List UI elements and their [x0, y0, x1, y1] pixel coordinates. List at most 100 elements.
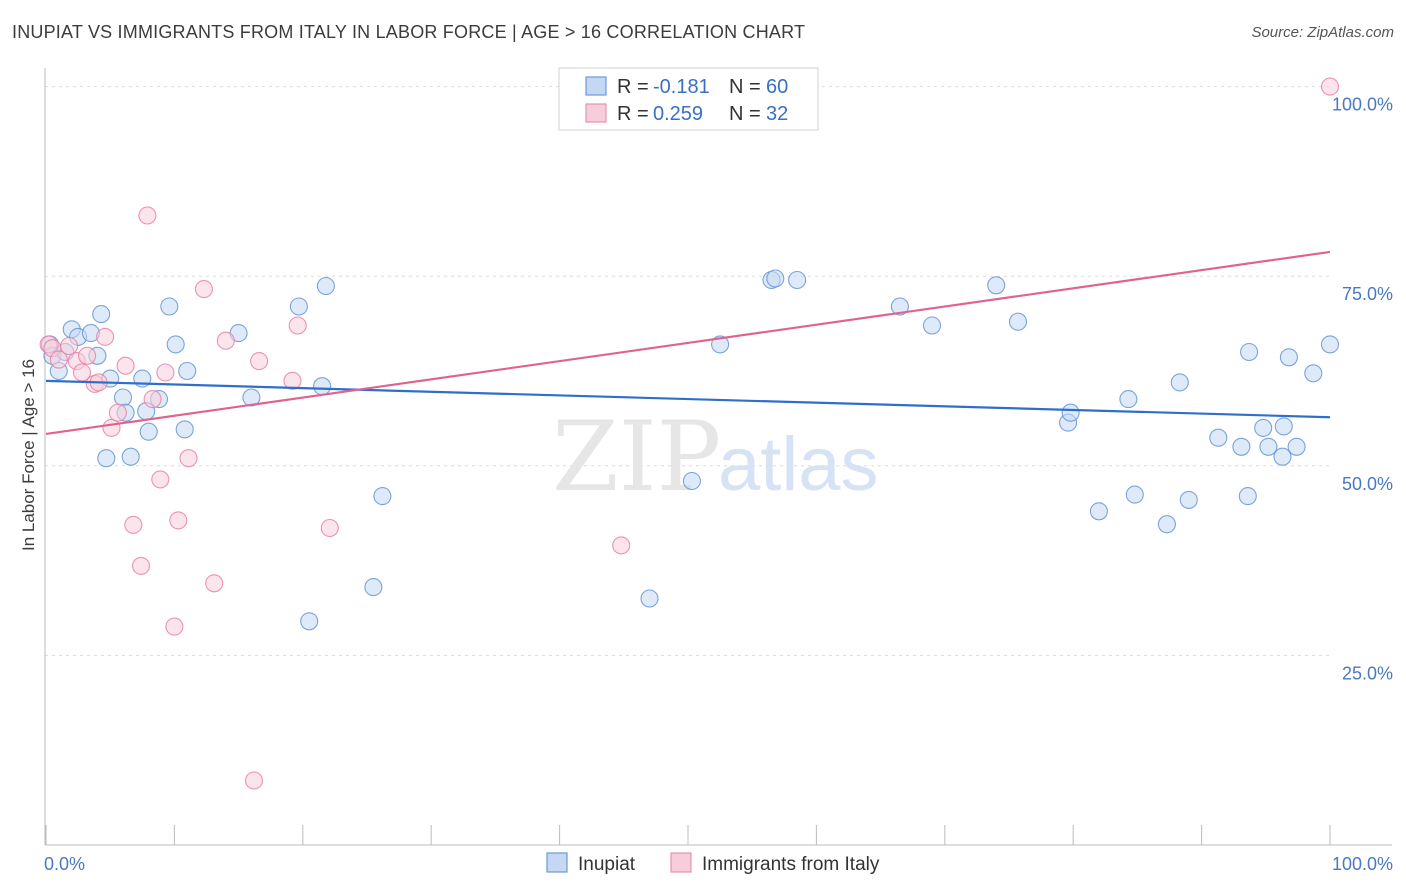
point-italy-12	[116, 356, 135, 375]
point-inupiat-18	[160, 297, 179, 316]
bottom-legend-swatch-italy	[670, 852, 692, 873]
point-inupiat-25	[300, 612, 319, 631]
point-inupiat-27	[316, 276, 335, 296]
point-inupiat-39	[1008, 312, 1028, 331]
point-inupiat-31	[682, 471, 701, 491]
point-inupiat-58	[1304, 364, 1323, 383]
point-inupiat-9	[97, 449, 116, 468]
point-inupiat-55	[1274, 417, 1293, 436]
point-inupiat-19	[166, 335, 185, 354]
legend-swatch-italy	[585, 103, 607, 123]
point-inupiat-51	[1240, 342, 1259, 362]
legend-r-value-italy: 0.259	[653, 103, 703, 125]
legend-swatch-inupiat	[585, 76, 607, 96]
point-italy-30	[612, 536, 631, 555]
trend-lines	[45, 250, 1331, 436]
point-italy-18	[156, 363, 175, 382]
point-inupiat-35	[788, 270, 807, 290]
bottom-legend-swatch-inupiat	[546, 852, 568, 873]
point-italy-31	[1320, 77, 1340, 96]
axes	[44, 68, 1392, 846]
point-italy-23	[205, 574, 224, 593]
watermark: ZIP atlas	[552, 401, 879, 513]
point-inupiat-36	[890, 297, 909, 316]
point-inupiat-47	[1179, 490, 1198, 509]
point-inupiat-41	[1061, 403, 1080, 422]
point-italy-6	[78, 346, 97, 365]
point-italy-25	[244, 771, 264, 790]
y-tick-label-3: 100.0%	[1332, 95, 1393, 115]
legend-r-value-inupiat: -0.181	[653, 76, 710, 98]
gridlines	[45, 86, 1330, 656]
watermark-atlas: atlas	[718, 422, 879, 507]
bottom-legend-label-inupiat: Inupiat	[578, 854, 636, 875]
point-inupiat-46	[1170, 373, 1189, 392]
point-inupiat-50	[1238, 487, 1257, 506]
point-italy-2	[49, 350, 68, 369]
point-inupiat-20	[175, 420, 194, 439]
y-tick-label-1: 50.0%	[1342, 474, 1393, 494]
point-inupiat-59	[1320, 335, 1340, 354]
legend-n-label-inupiat: N =	[729, 76, 761, 98]
point-italy-28	[288, 316, 307, 335]
point-italy-17	[151, 470, 170, 489]
point-italy-16	[143, 390, 162, 409]
point-inupiat-16	[139, 422, 158, 441]
point-italy-11	[108, 403, 127, 422]
point-inupiat-57	[1287, 437, 1306, 456]
point-inupiat-49	[1232, 437, 1251, 456]
point-italy-20	[169, 511, 188, 530]
point-inupiat-56	[1279, 348, 1298, 367]
point-italy-24	[216, 331, 235, 350]
point-inupiat-43	[1119, 390, 1138, 409]
point-inupiat-38	[987, 276, 1006, 295]
point-inupiat-30	[640, 589, 659, 608]
point-italy-15	[138, 206, 157, 225]
trend-line-italy	[45, 250, 1331, 436]
series-legend: Inupiat Immigrants from Italy	[546, 852, 880, 875]
point-inupiat-44	[1125, 485, 1144, 504]
point-inupiat-37	[922, 316, 942, 335]
point-italy-10	[102, 418, 121, 437]
legend-n-label-italy: N =	[729, 103, 761, 125]
point-italy-3	[60, 336, 79, 356]
watermark-zip: ZIP	[552, 401, 721, 513]
point-italy-29	[320, 518, 339, 538]
bottom-legend-label-italy: Immigrants from Italy	[702, 854, 880, 875]
point-italy-27	[283, 371, 302, 390]
y-tick-labels: 25.0% 50.0% 75.0% 100.0%	[1332, 95, 1393, 684]
point-inupiat-54	[1273, 447, 1292, 466]
y-axis-label: In Labor Force | Age > 16	[19, 359, 38, 551]
point-inupiat-29	[373, 487, 392, 506]
point-italy-13	[124, 515, 143, 534]
point-inupiat-52	[1254, 418, 1273, 437]
stats-legend: R = -0.181 N = 60 R = 0.259 N = 32	[558, 67, 819, 131]
point-italy-19	[165, 617, 184, 636]
y-tick-label-0: 25.0%	[1342, 663, 1393, 683]
point-inupiat-32	[711, 335, 730, 354]
point-italy-21	[179, 449, 198, 468]
legend-n-value-italy: 32	[766, 103, 788, 125]
point-inupiat-11	[113, 388, 133, 407]
point-inupiat-13	[121, 447, 140, 466]
point-inupiat-21	[178, 361, 197, 381]
legend-r-label-inupiat: R =	[617, 76, 649, 98]
point-inupiat-45	[1157, 515, 1176, 534]
x-tick-labels: 0.0% 100.0%	[44, 854, 1393, 874]
point-inupiat-42	[1089, 502, 1108, 521]
trend-line-inupiat	[45, 379, 1331, 419]
point-inupiat-26	[313, 377, 332, 396]
point-inupiat-24	[289, 297, 308, 316]
legend-r-label-italy: R =	[617, 103, 649, 125]
point-italy-14	[131, 556, 151, 575]
point-inupiat-23	[242, 388, 261, 407]
point-italy-22	[194, 280, 213, 299]
chart-title: INUPIAT VS IMMIGRANTS FROM ITALY IN LABO…	[12, 22, 806, 42]
point-italy-9	[96, 327, 115, 346]
point-italy-26	[250, 352, 269, 371]
source-label: Source: ZipAtlas.com	[1251, 24, 1394, 41]
point-inupiat-28	[364, 578, 383, 597]
legend-n-value-inupiat: 60	[766, 76, 788, 98]
y-tick-label-2: 75.0%	[1342, 284, 1393, 304]
